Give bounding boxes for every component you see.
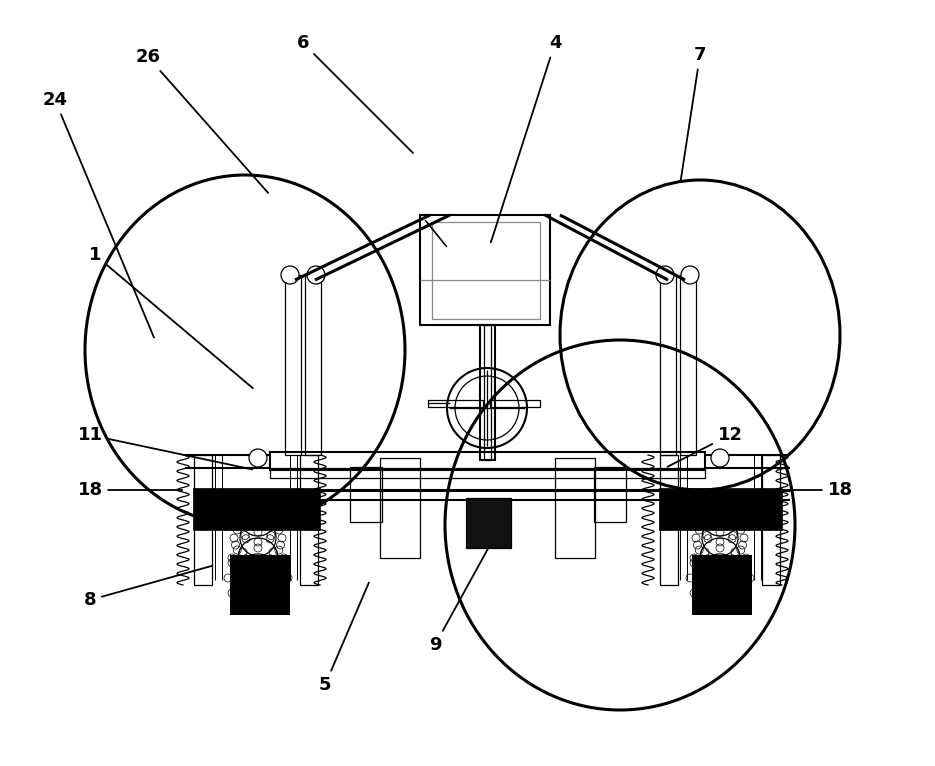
Bar xyxy=(692,555,752,615)
Text: 26: 26 xyxy=(136,48,268,193)
Bar xyxy=(270,452,705,470)
Bar xyxy=(484,325,491,460)
Bar xyxy=(762,455,780,585)
Bar xyxy=(660,275,676,455)
Bar xyxy=(300,455,318,585)
Text: 8: 8 xyxy=(84,566,212,609)
Bar xyxy=(659,488,782,530)
Text: 1: 1 xyxy=(89,246,252,388)
Bar xyxy=(680,275,696,455)
Text: 18: 18 xyxy=(753,481,853,499)
Bar xyxy=(194,455,212,585)
Circle shape xyxy=(711,449,729,467)
Bar xyxy=(380,458,420,558)
Bar xyxy=(428,400,483,407)
Bar xyxy=(230,555,290,615)
Text: 4: 4 xyxy=(491,34,561,242)
Bar xyxy=(480,325,495,460)
Text: 5: 5 xyxy=(319,583,369,694)
Text: 7: 7 xyxy=(681,46,706,182)
Text: 11: 11 xyxy=(78,426,252,470)
Bar xyxy=(420,215,550,325)
Bar xyxy=(660,455,678,585)
Text: 18: 18 xyxy=(78,481,182,499)
Bar xyxy=(350,467,382,522)
Text: 12: 12 xyxy=(668,426,742,466)
Text: 24: 24 xyxy=(42,91,154,338)
Bar xyxy=(285,275,301,455)
Circle shape xyxy=(681,266,699,284)
Circle shape xyxy=(249,449,267,467)
Bar xyxy=(490,400,540,407)
Bar xyxy=(555,458,595,558)
Text: 9: 9 xyxy=(429,548,489,654)
Bar xyxy=(432,222,540,319)
Text: 6: 6 xyxy=(296,34,413,153)
Circle shape xyxy=(656,266,674,284)
Circle shape xyxy=(281,266,299,284)
Bar xyxy=(594,467,626,522)
Bar xyxy=(466,498,511,548)
Circle shape xyxy=(307,266,325,284)
Bar xyxy=(193,488,320,530)
Bar xyxy=(270,468,705,478)
Bar xyxy=(305,275,321,455)
